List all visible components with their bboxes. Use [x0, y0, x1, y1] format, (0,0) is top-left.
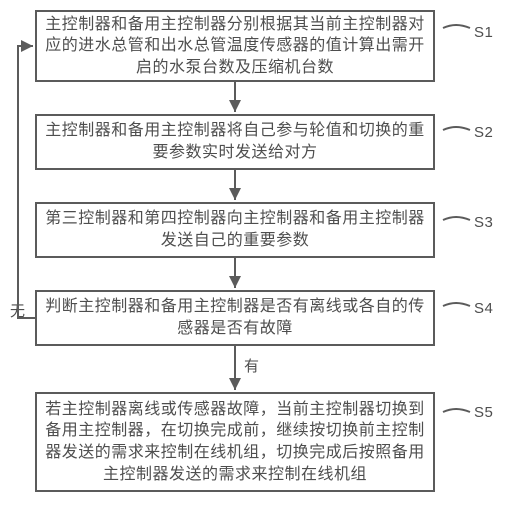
leader-s4 [443, 303, 470, 306]
step-label-s2: S2 [474, 124, 493, 141]
flow-node-s1: 主控制器和备用主控制器分别根据其当前主控制器对应的进水总管和出水总管温度传感器的… [35, 10, 435, 82]
step-label-s5: S5 [474, 404, 493, 421]
leader-s3 [443, 217, 470, 220]
flow-node-s4: 判断主控制器和备用主控制器是否有离线或各自的传感器是否有故障 [35, 290, 435, 346]
step-label-s4: S4 [474, 300, 493, 317]
edge-s4-s1-loop [18, 46, 35, 318]
edge-label-yes: 有 [244, 355, 259, 376]
edge-label-no: 无 [10, 300, 25, 321]
flow-node-s3: 第三控制器和第四控制器向主控制器和备用主控制器发送自己的重要参数 [35, 202, 435, 258]
flow-node-s2: 主控制器和备用主控制器将自己参与轮值和切换的重要参数实时发送给对方 [35, 114, 435, 170]
leader-s5 [443, 409, 470, 412]
leader-s1 [443, 25, 470, 28]
leader-s2 [443, 127, 470, 130]
flow-node-s1-text: 主控制器和备用主控制器分别根据其当前主控制器对应的进水总管和出水总管温度传感器的… [37, 10, 433, 83]
step-label-s1: S1 [474, 24, 493, 41]
flow-node-s2-text: 主控制器和备用主控制器将自己参与轮值和切换的重要参数实时发送给对方 [37, 116, 433, 167]
step-label-s3: S3 [474, 214, 493, 231]
flow-node-s4-text: 判断主控制器和备用主控制器是否有离线或各自的传感器是否有故障 [37, 292, 433, 343]
flow-node-s5-text: 若主控制器离线或传感器故障，当前主控制器切换到备用主控制器，在切换完成前，继续按… [37, 395, 433, 489]
flow-node-s5: 若主控制器离线或传感器故障，当前主控制器切换到备用主控制器，在切换完成前，继续按… [35, 392, 435, 492]
flow-node-s3-text: 第三控制器和第四控制器向主控制器和备用主控制器发送自己的重要参数 [37, 204, 433, 255]
